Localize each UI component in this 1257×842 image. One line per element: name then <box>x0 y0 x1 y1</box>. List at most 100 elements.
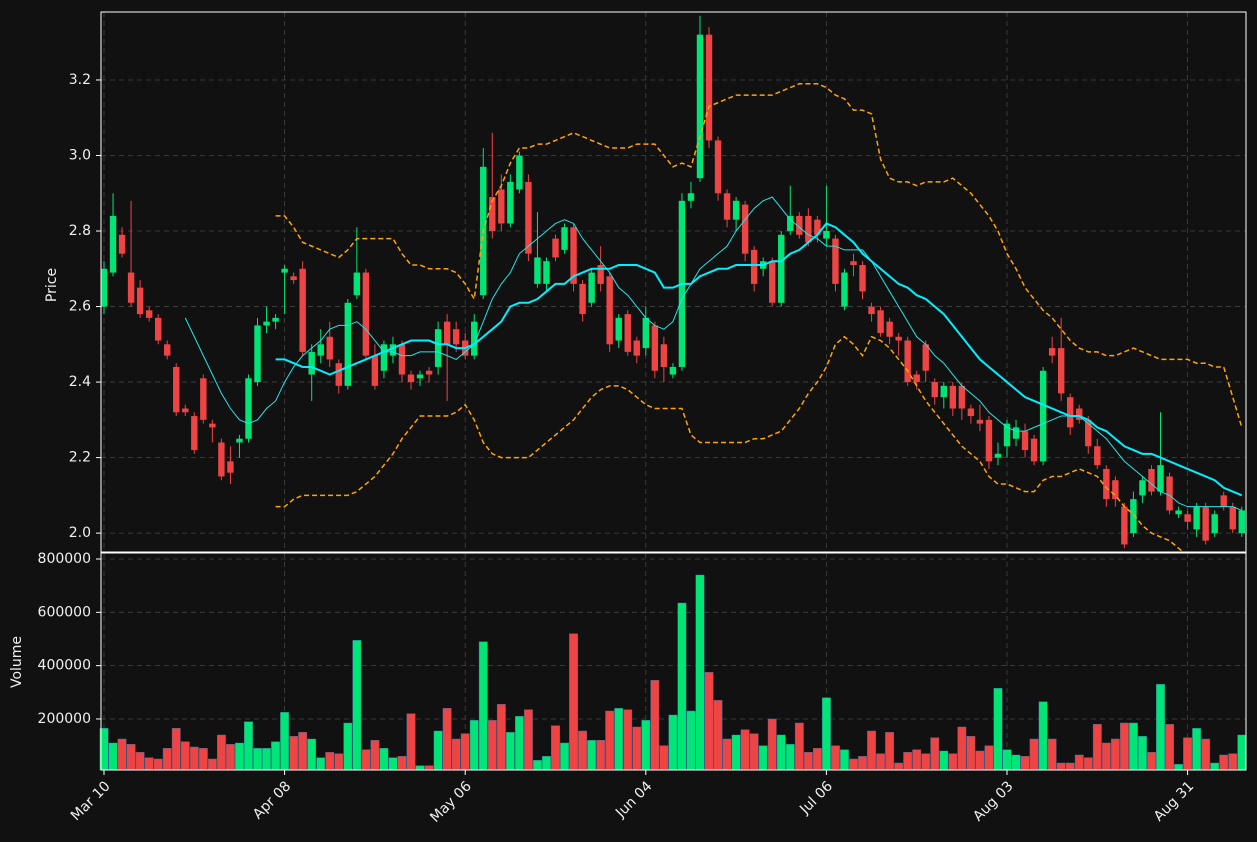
candle-body <box>109 215 117 273</box>
candle-body <box>579 283 586 315</box>
volume-bar <box>1092 724 1102 771</box>
candle-body <box>597 265 604 284</box>
candle-body <box>1048 348 1056 356</box>
volume-bar <box>108 742 118 771</box>
candle-body <box>687 193 695 201</box>
volume-bar <box>849 758 858 771</box>
volume-bar <box>524 709 533 771</box>
volume-bar <box>731 734 741 771</box>
volume-bar <box>1129 722 1138 771</box>
candle-body <box>308 351 315 375</box>
volume-bar <box>776 734 786 771</box>
volume-bar <box>388 757 398 771</box>
volume-bar <box>262 748 271 771</box>
candle-body <box>1085 419 1092 447</box>
y-tick-label: 600000 <box>38 604 91 620</box>
candle-body <box>1112 480 1119 500</box>
volume-bar <box>632 726 642 771</box>
candle-body <box>1003 423 1011 447</box>
volume-bar <box>975 750 985 771</box>
volume-bar <box>397 756 407 771</box>
volume-bar <box>216 734 226 771</box>
candle-body <box>1157 465 1164 492</box>
candle-body <box>335 363 342 386</box>
candle-body <box>624 314 631 352</box>
volume-bar <box>153 758 163 771</box>
volume-bar <box>560 742 569 771</box>
volume-axis-label: Volume <box>9 636 25 688</box>
volume-bar <box>406 713 416 771</box>
volume-bar <box>126 744 136 771</box>
volume-bar <box>1228 753 1238 771</box>
volume-bar <box>704 672 714 771</box>
candle-body <box>696 34 704 179</box>
y-tick-label: 200000 <box>38 711 91 727</box>
candle-body <box>769 261 776 303</box>
candle-body <box>1121 506 1128 545</box>
volume-bar <box>1192 728 1202 771</box>
candle-body <box>859 265 866 292</box>
volume-bar <box>207 758 217 771</box>
y-tick-label: 3.2 <box>69 72 91 88</box>
volume-bar <box>1210 762 1220 771</box>
volume-marks <box>99 574 1247 771</box>
candle-body <box>886 321 893 337</box>
candle-body <box>245 378 252 439</box>
volume-bar <box>903 752 913 771</box>
volume-bar <box>713 700 723 771</box>
volume-bar <box>785 744 795 771</box>
volume-bar <box>551 725 560 771</box>
candle-body <box>389 344 397 356</box>
candle-body <box>136 287 144 315</box>
candle-body <box>281 268 288 273</box>
volume-bar <box>930 737 940 771</box>
candle-body <box>1148 468 1155 492</box>
candle-body <box>200 378 207 420</box>
candle-body <box>850 261 857 266</box>
candle-body <box>832 238 839 284</box>
grid <box>101 12 1246 770</box>
volume-bar <box>144 757 154 771</box>
candle-body <box>1184 514 1191 522</box>
volume-bar <box>740 729 750 771</box>
volume-bar <box>180 741 190 771</box>
y-tick-label: 2.4 <box>69 374 91 390</box>
candle-body <box>1139 480 1146 496</box>
candle-body <box>714 140 722 194</box>
candle-body <box>407 374 415 383</box>
candle-body <box>145 310 153 318</box>
candle-body <box>182 408 189 413</box>
candle-body <box>1057 348 1065 394</box>
candle-body <box>191 416 198 451</box>
candle-body <box>326 336 333 360</box>
candle-body <box>218 442 225 477</box>
candle-body <box>154 317 162 341</box>
volume-bar <box>921 753 931 771</box>
price-axis-label: Price <box>44 268 60 302</box>
volume-bar <box>244 721 253 771</box>
volume-bar <box>1002 749 1012 771</box>
volume-bar <box>1219 754 1229 771</box>
candle-body <box>732 200 740 220</box>
candle-body <box>994 453 1002 458</box>
volume-bar <box>487 720 497 771</box>
overlay-line <box>275 222 1243 497</box>
candle-body <box>299 268 306 352</box>
candle-body <box>398 344 406 375</box>
volume-bar <box>253 748 262 771</box>
volume-bar <box>289 736 299 771</box>
volume-bar <box>803 752 813 771</box>
candle-body <box>561 227 568 250</box>
candle-body <box>1202 506 1209 541</box>
candle-body <box>904 340 911 383</box>
candle-body <box>425 370 433 375</box>
volume-bar <box>1038 701 1048 771</box>
candle-body <box>173 366 180 413</box>
volume-bar <box>117 738 127 771</box>
volume-bar <box>623 709 633 771</box>
volume-bar <box>280 712 289 771</box>
volume-bar <box>659 745 669 771</box>
volume-bar <box>867 730 876 771</box>
volume-bar <box>1065 762 1075 771</box>
